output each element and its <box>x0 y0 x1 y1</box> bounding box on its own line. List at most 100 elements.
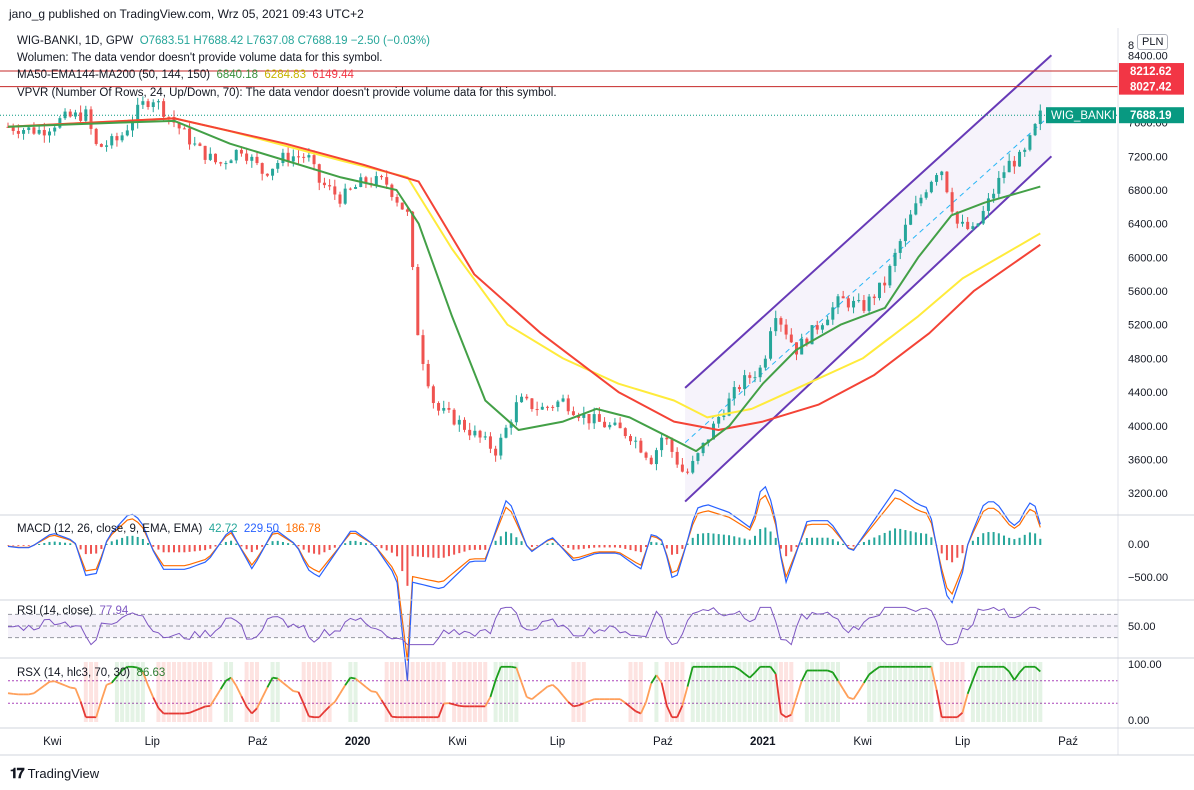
macd-hist-bar <box>271 541 274 545</box>
candle-body <box>255 156 259 164</box>
candle-body <box>317 164 321 183</box>
candle-body <box>587 414 591 424</box>
legend-vpvr[interactable]: VPVR (Number Of Rows, 24, Up/Down, 70): … <box>17 87 557 99</box>
legend-rsi[interactable]: RSI (14, close) 77.94 <box>17 605 128 617</box>
macd-hist-bar <box>442 545 445 558</box>
legend-ma[interactable]: MA50-EMA144-MA200 (50, 144, 150) 6840.18… <box>17 69 354 81</box>
rsx-os-bg <box>203 662 208 722</box>
rsx-line-segment <box>157 707 165 715</box>
rsx-ob-bg <box>1007 662 1012 722</box>
rsx-line-segment <box>209 697 217 707</box>
candle-body <box>421 335 425 364</box>
macd-hist-bar <box>27 545 30 546</box>
macd-hist-bar <box>510 533 513 545</box>
macd-hist-bar <box>795 545 798 548</box>
tradingview-logo[interactable]: 𝟏𝟕 TradingView <box>10 765 99 782</box>
candle-body <box>462 419 466 430</box>
legend-rsx[interactable]: RSX (14, hlc3, 70, 30) 86.63 <box>17 667 165 679</box>
publish-credit: jano_g published on TradingView.com, Wrz… <box>9 7 364 21</box>
rsx-os-bg <box>452 662 457 722</box>
legend-volume[interactable]: Wolumen: The data vendor doesn't provide… <box>17 52 383 64</box>
currency-button[interactable]: PLN <box>1137 34 1169 50</box>
macd-hist-bar <box>219 544 222 545</box>
rsx-ob-bg <box>503 662 508 722</box>
macd-hist-bar <box>899 528 902 545</box>
rsx-os-bg <box>633 662 638 722</box>
rsx-ob-bg <box>348 662 353 722</box>
rsx-ob-bg <box>732 662 737 722</box>
macd-hist-bar <box>660 543 663 545</box>
macd-hist-bar <box>914 532 917 545</box>
macd-hist-bar <box>209 545 212 549</box>
rsx-line-segment <box>562 695 569 703</box>
price-tag-bg <box>1119 63 1184 80</box>
macd-hist-bar <box>307 545 310 553</box>
rsx-ob-bg <box>1027 662 1032 722</box>
legend-symbol[interactable]: WIG-BANKI, 1D, GPW <box>17 35 134 47</box>
macd-hist-bar <box>883 532 886 545</box>
candle-body <box>935 175 939 182</box>
rsx-ob-bg <box>908 662 913 722</box>
time-axis-label: Paź <box>248 736 268 748</box>
candle-body <box>976 223 980 227</box>
legend-macd[interactable]: MACD (12, 26, close, 9, EMA, EMA) 42.72 … <box>17 523 321 535</box>
rsx-line-segment <box>59 682 66 687</box>
candle-body <box>846 298 850 308</box>
macd-hist-bar <box>204 545 207 551</box>
symbol-tag-label: WIG_BANKI <box>1051 110 1115 122</box>
time-axis-label: Lip <box>550 736 565 748</box>
macd-hist-bar <box>131 535 134 545</box>
macd-hist-bar <box>577 545 580 550</box>
candle-body <box>22 130 26 134</box>
candle-body <box>99 143 103 147</box>
rsx-ob-bg <box>114 662 119 722</box>
rsx-os-bg <box>94 662 99 722</box>
price-tag-label: 8027.42 <box>1130 82 1172 94</box>
macd-hist-bar <box>816 537 819 545</box>
candle-body <box>971 226 975 230</box>
macd-hist-bar <box>779 545 782 549</box>
candle-body <box>452 409 456 425</box>
rsx-line-segment <box>1003 666 1010 673</box>
macd-hist-bar <box>774 537 777 545</box>
macd-hist-bar <box>245 545 248 550</box>
legend-ma-name: MA50-EMA144-MA200 (50, 144, 150) <box>17 69 211 81</box>
rsx-line-segment <box>557 688 564 697</box>
candle-body <box>997 177 1001 194</box>
rsx-line-segment <box>318 710 326 718</box>
macd-hist-bar <box>842 543 845 545</box>
rsx-line-segment <box>116 669 123 678</box>
rsx-ob-bg <box>970 662 975 722</box>
macd-hist-bar <box>411 545 414 557</box>
macd-hist-bar <box>608 545 611 548</box>
candle-body <box>628 436 632 442</box>
tradingview-icon: 𝟏𝟕 <box>10 765 25 781</box>
time-axis-label: Paź <box>653 736 673 748</box>
candle-body <box>852 300 856 308</box>
rsx-line-segment <box>350 676 356 680</box>
rsx-line-segment <box>132 665 138 669</box>
rsx-line-segment <box>334 693 341 703</box>
rsx-os-bg <box>664 662 669 722</box>
candle-body <box>348 188 352 190</box>
candle-body <box>1023 149 1027 152</box>
candle-body <box>426 363 430 387</box>
macd-hist-bar <box>567 545 570 548</box>
rsx-line-segment <box>329 701 336 708</box>
price-tag-label: 7688.19 <box>1130 110 1172 122</box>
rsx-os-bg <box>317 662 322 722</box>
rsx-ob-bg <box>706 662 711 722</box>
rsx-axis-label: 100.00 <box>1128 659 1162 671</box>
macd-hist-bar <box>582 545 585 549</box>
candle-body <box>385 177 389 185</box>
rsx-os-bg <box>778 662 783 722</box>
rsx-line-segment <box>966 679 974 695</box>
rsx-os-bg <box>939 662 944 722</box>
rsx-ob-bg <box>898 662 903 722</box>
rsx-ob-bg <box>727 662 732 722</box>
rsx-line-segment <box>526 696 533 700</box>
price-axis-label: 5200.00 <box>1128 320 1168 332</box>
rsx-line-segment <box>619 698 626 704</box>
rsx-os-bg <box>436 662 441 722</box>
